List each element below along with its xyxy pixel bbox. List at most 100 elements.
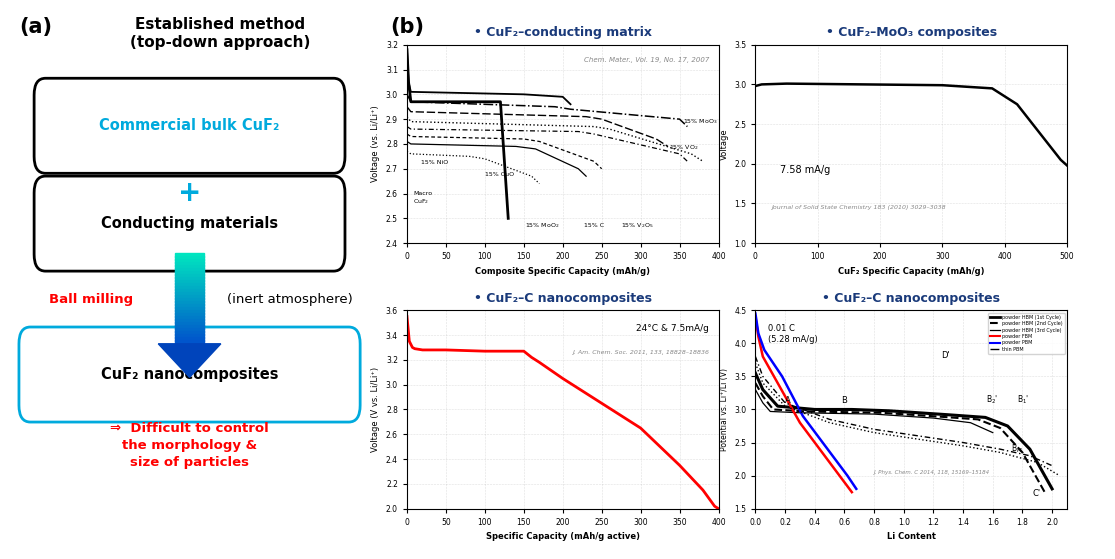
Bar (175, 310, 204, 314)
powder PBM (823, 416, 836, 423)
powder HBM (2nd Cycle) (801, 408, 814, 415)
powder HBM (2nd Cycle) (971, 416, 985, 423)
Text: • CuF₂–conducting matrix: • CuF₂–conducting matrix (474, 26, 652, 39)
powder HBM (2nd Cycle) (875, 409, 889, 416)
Text: 7.58 mA/g: 7.58 mA/g (780, 165, 831, 175)
powder FBM (845, 489, 859, 495)
powder HBM (3rd Cycle) (793, 409, 806, 416)
Bar (175, 277, 204, 281)
thin PBM (1030, 459, 1044, 466)
powder HBM (1st Cycle) (912, 409, 925, 416)
powder HBM (2nd Cycle) (993, 425, 1007, 432)
powder PBM (778, 400, 792, 406)
X-axis label: Li Content: Li Content (886, 532, 935, 541)
powder PBM (1024, 452, 1037, 459)
Bar (175, 331, 204, 335)
Bar (175, 334, 204, 338)
powder HBM (3rd Cycle) (898, 413, 911, 419)
Bar (175, 283, 204, 287)
Bar (175, 319, 204, 323)
Y-axis label: Potential vs. Li⁺/Li (V): Potential vs. Li⁺/Li (V) (719, 368, 729, 451)
Text: C': C' (1032, 489, 1040, 498)
Bar (175, 313, 204, 317)
powder FBM (823, 459, 836, 466)
Text: B$_M$: B$_M$ (1011, 442, 1022, 454)
Bar (175, 322, 204, 326)
thin PBM (993, 449, 1007, 456)
Line: powder PBM: powder PBM (756, 314, 856, 489)
Bar (175, 256, 204, 260)
powder PBM (756, 373, 769, 380)
X-axis label: Specific Capacity (mAh/g active): Specific Capacity (mAh/g active) (486, 532, 640, 541)
FancyBboxPatch shape (35, 78, 345, 173)
powder PBM (993, 446, 1007, 453)
Line: powder HBM (3rd Cycle): powder HBM (3rd Cycle) (756, 390, 992, 433)
Bar (175, 259, 204, 263)
powder HBM (2nd Cycle) (934, 414, 948, 420)
Legend: powder HBM (1st Cycle), powder HBM (2nd Cycle), powder HBM (3rd Cycle), powder F: powder HBM (1st Cycle), powder HBM (2nd … (988, 312, 1065, 354)
Text: 24°C & 7.5mA/g: 24°C & 7.5mA/g (637, 324, 709, 333)
powder PBM (796, 413, 809, 419)
powder HBM (3rd Cycle) (764, 408, 777, 415)
X-axis label: CuF₂ Specific Capacity (mAh/g): CuF₂ Specific Capacity (mAh/g) (838, 267, 985, 276)
powder HBM (3rd Cycle) (756, 400, 769, 406)
powder PBM (757, 347, 770, 353)
Bar (175, 295, 204, 299)
thin PBM (957, 443, 970, 449)
Bar (175, 340, 204, 344)
Y-axis label: Voltage (V vs. Li/Li⁺): Voltage (V vs. Li/Li⁺) (371, 367, 380, 452)
Text: B: B (841, 396, 847, 405)
Bar (175, 271, 204, 275)
Text: +: + (178, 179, 201, 207)
powder HBM (2nd Cycle) (756, 393, 769, 400)
Text: 15% CuO: 15% CuO (485, 172, 514, 177)
Text: 15% NiO: 15% NiO (421, 160, 448, 165)
Bar (175, 262, 204, 266)
Y-axis label: Voltage: Voltage (719, 128, 729, 160)
powder PBM (826, 452, 840, 459)
Bar (175, 304, 204, 308)
powder FBM (837, 479, 851, 486)
Bar (175, 307, 204, 311)
powder HBM (1st Cycle) (979, 414, 992, 421)
Text: B$_1$': B$_1$' (1017, 394, 1029, 406)
Bar (175, 301, 204, 305)
powder PBM (867, 426, 881, 433)
Bar (175, 265, 204, 269)
powder HBM (1st Cycle) (1001, 423, 1015, 429)
powder FBM (752, 333, 765, 340)
Bar (175, 268, 204, 272)
Text: Journal of Solid State Chemistry 183 (2010) 3029–3038: Journal of Solid State Chemistry 183 (20… (770, 205, 946, 210)
powder HBM (2nd Cycle) (1016, 449, 1029, 456)
Text: J. Am. Chem. Soc. 2011, 133, 18828–18836: J. Am. Chem. Soc. 2011, 133, 18828–18836 (572, 350, 709, 355)
powder HBM (2nd Cycle) (1038, 489, 1051, 495)
powder HBM (2nd Cycle) (749, 380, 763, 386)
Text: 15% MoO$_2$: 15% MoO$_2$ (525, 221, 560, 230)
Text: 0.01 C
(5.28 mA/g): 0.01 C (5.28 mA/g) (768, 324, 817, 344)
Text: • CuF₂–MoO₃ composites: • CuF₂–MoO₃ composites (825, 26, 997, 39)
powder PBM (775, 373, 788, 380)
Line: powder PBM: powder PBM (756, 357, 1053, 466)
Line: powder FBM: powder FBM (756, 317, 852, 492)
powder HBM (1st Cycle) (941, 411, 954, 418)
powder PBM (749, 310, 763, 317)
powder HBM (1st Cycle) (808, 406, 822, 413)
powder HBM (2nd Cycle) (837, 409, 851, 415)
powder HBM (2nd Cycle) (766, 406, 779, 413)
powder HBM (1st Cycle) (770, 403, 784, 410)
powder PBM (749, 353, 763, 360)
Bar (175, 289, 204, 293)
FancyBboxPatch shape (19, 327, 360, 422)
Bar (175, 316, 204, 320)
powder PBM (1046, 462, 1059, 469)
powder FBM (756, 353, 769, 360)
powder PBM (957, 439, 970, 446)
Line: powder HBM (2nd Cycle): powder HBM (2nd Cycle) (756, 383, 1045, 492)
powder HBM (3rd Cycle) (927, 415, 940, 421)
powder HBM (3rd Cycle) (749, 386, 763, 393)
Bar (175, 292, 204, 296)
Bar (175, 325, 204, 329)
Text: Chem. Mater., Vol. 19, No. 17, 2007: Chem. Mater., Vol. 19, No. 17, 2007 (584, 56, 709, 63)
powder PBM (850, 485, 863, 492)
Text: ⇒  Difficult to control
the morphology &
size of particles: ⇒ Difficult to control the morphology & … (110, 422, 269, 469)
